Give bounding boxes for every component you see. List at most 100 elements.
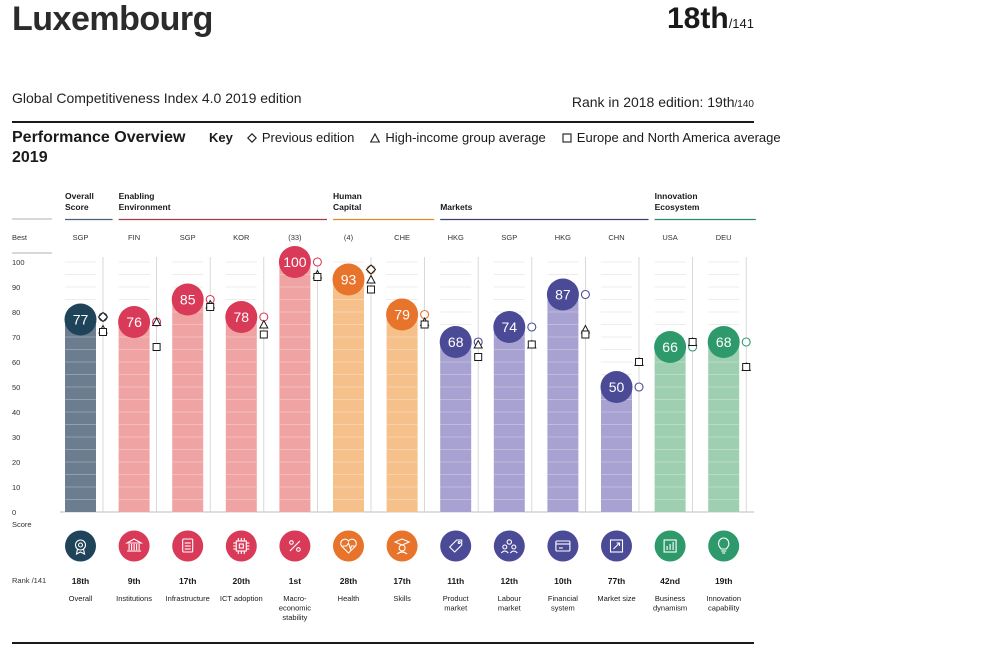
icon-glyph: [717, 537, 730, 554]
rank-2: 17th: [179, 576, 196, 586]
best-economy-9: HKG: [555, 233, 571, 242]
score-circle-6: [386, 298, 419, 331]
arrow: [613, 542, 620, 550]
top-divider: [12, 121, 754, 123]
triangle-icon: [370, 132, 381, 143]
best-economy-11: USA: [662, 233, 677, 242]
bar-9: [547, 294, 579, 512]
y-tick-label-20: 20: [12, 458, 20, 467]
score-label: Score: [12, 520, 32, 529]
heartbeat-icon: [333, 530, 364, 562]
building: [182, 538, 194, 553]
rank-6: 17th: [393, 576, 410, 586]
rank-4: 1st: [289, 576, 301, 586]
score-label-1: 76: [126, 314, 142, 330]
bar-12: [708, 342, 740, 512]
key-item-previous-label: Previous edition: [261, 130, 355, 145]
europe-average-marker-4: [313, 273, 322, 281]
previous-edition-marker-10: [634, 382, 644, 392]
score-circle-7: [439, 326, 472, 358]
pillar-name-0-line-0: Overall: [69, 594, 93, 603]
key-item-previous: Previous edition: [246, 130, 355, 145]
head: [398, 544, 406, 552]
previous-edition-marker-8: [527, 322, 537, 332]
score-label-2: 85: [180, 292, 196, 308]
rank-axis-label: Rank /141: [12, 576, 46, 585]
score-circle-11: [654, 331, 687, 363]
group-label-3-line-0: Markets: [440, 202, 472, 212]
pulse: [342, 541, 355, 551]
shoulders: [396, 551, 408, 555]
previous-edition-diamond-5: [365, 264, 377, 275]
head: [511, 544, 517, 550]
pillar-1: FIN 76 9th Institutions: [116, 233, 162, 603]
pillar-name-8-line-1: market: [498, 604, 522, 613]
body: [500, 550, 509, 554]
country-name: Luxembourg: [12, 0, 213, 38]
pillar-name-9-line-1: system: [551, 604, 575, 613]
dot: [296, 547, 301, 552]
previous-edition-marker-4: [312, 257, 322, 267]
graduate-icon: [386, 530, 418, 562]
score-label-7: 68: [448, 334, 464, 350]
key-item-high-income-label: High-income group average: [385, 130, 546, 145]
score-label-9: 87: [555, 287, 571, 303]
icon-glyph: [182, 538, 194, 553]
pillar-name-9-line-0: Financial: [548, 594, 578, 603]
overall-rank-value: 18th: [667, 2, 729, 35]
europe-average-marker-10: [635, 358, 643, 366]
best-economy-10: CHN: [608, 233, 624, 242]
icon-glyph: [340, 538, 357, 554]
pillar-name-7-line-1: market: [444, 604, 468, 613]
group-label-0-line-0: Overall: [65, 191, 94, 201]
score-circle-4: [278, 246, 311, 278]
best-economy-5: (4): [344, 233, 354, 242]
pillar-name-6-line-0: Skills: [393, 594, 411, 603]
people-icon: [493, 530, 525, 562]
score-circle-8: [493, 311, 526, 343]
bar-0: [65, 319, 96, 512]
best-economy-3: KOR: [233, 233, 250, 242]
score-circle-3: [225, 301, 258, 333]
key-item-high-income: High-income group average: [370, 130, 546, 145]
pillar-name-4-line-2: stability: [282, 613, 307, 622]
frame: [663, 539, 677, 553]
europe-average-marker-6: [420, 320, 429, 329]
best-economy-6: CHE: [394, 233, 410, 242]
icon-glyph: [125, 538, 144, 552]
medal-ribbon: [75, 548, 86, 555]
high-income-marker-1: [151, 316, 162, 326]
rank-11: 42nd: [660, 576, 680, 586]
score-circle-10: [600, 371, 633, 403]
body: [509, 550, 518, 554]
europe-average-marker-9: [581, 330, 590, 339]
pillar-name-11-line-0: Business: [655, 594, 686, 603]
chip-core: [238, 543, 244, 549]
y-tick-label-70: 70: [12, 333, 20, 342]
previous-rank-total: /140: [734, 99, 754, 110]
medal-ring: [74, 539, 87, 551]
rank-0: 18th: [72, 576, 89, 586]
group-label-1-line-1: Environment: [119, 202, 171, 212]
pillar-0: SGP 77 18th Overall: [64, 233, 109, 603]
bottom-divider: [12, 642, 754, 644]
lightbulb-icon: [708, 530, 740, 562]
rank-5: 28th: [340, 576, 357, 586]
score-label-3: 78: [234, 309, 250, 325]
best-economy-4: (33): [288, 233, 302, 242]
europe-average-marker-2: [206, 303, 215, 311]
group-label-4-line-0: Innovation: [655, 191, 698, 201]
rank-1: 9th: [128, 576, 141, 586]
rank-12: 19th: [715, 576, 732, 586]
score-circle-0: [64, 303, 97, 336]
pillar-name-1-line-0: Institutions: [116, 594, 152, 603]
heart: [340, 538, 357, 554]
previous-rank: Rank in 2018 edition: 19th/140: [480, 94, 754, 110]
y-tick-label-80: 80: [12, 308, 20, 317]
